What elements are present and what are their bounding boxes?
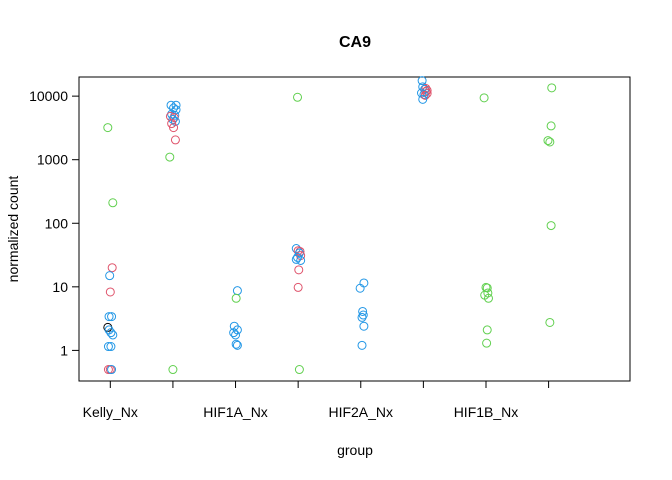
data-point xyxy=(103,123,113,133)
data-point xyxy=(483,288,493,298)
y-axis-label: normalized count xyxy=(5,176,21,283)
data-point xyxy=(105,271,115,281)
x-tick-label: Kelly_Nx xyxy=(83,404,138,420)
x-tick-label: HIF1B_Nx xyxy=(454,404,519,420)
data-point xyxy=(107,263,117,273)
data-point xyxy=(169,123,179,133)
data-point xyxy=(546,221,556,231)
data-point xyxy=(107,365,117,375)
data-point xyxy=(483,293,493,303)
x-axis: Kelly_Nx HIF1A_Nx HIF2A_Nx HIF1B_Nx xyxy=(83,381,550,420)
data-point xyxy=(358,310,368,320)
data-point xyxy=(105,287,115,297)
data-point xyxy=(291,254,301,264)
data-point xyxy=(357,340,367,350)
data-point xyxy=(293,282,303,292)
plot-frame xyxy=(78,76,631,382)
data-point xyxy=(108,198,118,208)
data-point xyxy=(545,317,555,327)
data-point xyxy=(417,76,427,86)
data-point xyxy=(171,100,181,110)
data-point xyxy=(296,255,306,265)
chart-title: CA9 xyxy=(339,34,371,51)
data-point xyxy=(167,119,177,129)
data-point xyxy=(543,136,553,146)
data-point xyxy=(104,312,114,322)
data-point xyxy=(357,312,367,322)
y-tick-label: 10 xyxy=(52,279,68,295)
data-point xyxy=(479,93,489,103)
data-point xyxy=(165,111,175,121)
data-point xyxy=(108,330,118,340)
data-point xyxy=(547,83,557,93)
data-point xyxy=(169,103,179,113)
data-points xyxy=(103,76,557,375)
data-point xyxy=(232,286,242,296)
data-point xyxy=(107,312,117,322)
y-tick-label: 10000 xyxy=(29,88,68,104)
y-tick-label: 100 xyxy=(45,215,69,231)
data-point xyxy=(355,283,365,293)
data-point xyxy=(231,339,241,349)
data-point xyxy=(171,105,181,115)
data-point xyxy=(168,365,178,375)
data-point xyxy=(546,121,556,131)
data-point xyxy=(103,342,113,352)
data-point xyxy=(482,325,492,335)
y-tick-label: 1 xyxy=(60,342,68,358)
data-point xyxy=(293,92,303,102)
data-point xyxy=(106,328,116,338)
data-point xyxy=(106,342,116,352)
data-point xyxy=(165,152,175,162)
data-point xyxy=(418,94,428,104)
x-tick-label: HIF1A_Nx xyxy=(203,404,268,420)
data-point xyxy=(421,87,431,97)
data-point xyxy=(358,306,368,316)
data-point xyxy=(482,338,492,348)
data-point xyxy=(294,365,304,375)
data-point xyxy=(170,135,180,145)
data-point xyxy=(229,328,239,338)
data-point xyxy=(359,321,369,331)
data-point xyxy=(294,265,304,275)
data-point xyxy=(169,113,179,123)
data-point xyxy=(166,100,176,110)
x-tick-label: HIF2A_Nx xyxy=(328,404,393,420)
y-tick-label: 1000 xyxy=(37,152,68,168)
y-axis: 1 10 100 1000 10000 xyxy=(29,88,79,358)
data-point xyxy=(231,330,241,340)
data-point xyxy=(293,252,303,262)
data-point xyxy=(419,90,429,100)
data-point xyxy=(232,340,242,350)
x-axis-label: group xyxy=(337,442,373,458)
data-point xyxy=(231,293,241,303)
data-point xyxy=(545,137,555,147)
